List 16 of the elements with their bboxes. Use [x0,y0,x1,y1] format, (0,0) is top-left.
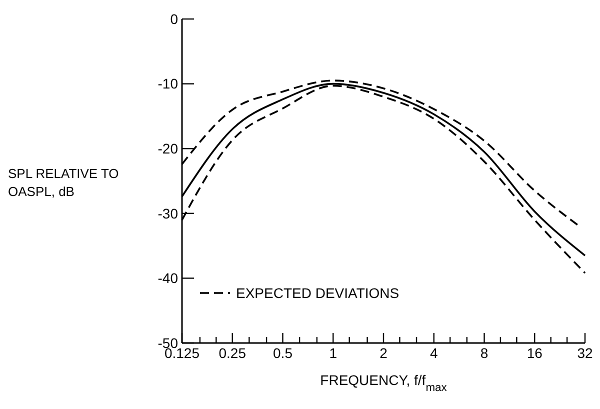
x-tick-label: 0.25 [218,345,246,361]
x-tick-label: 32 [577,345,593,361]
y-tick-label: -40 [158,270,178,286]
x-tick-label: 1 [329,345,338,361]
x-tick-label: 8 [480,345,488,361]
x-tick-label: 2 [380,345,388,361]
y-tick-label: 0 [170,10,178,27]
legend-label: EXPECTED DEVIATIONS [236,284,400,301]
y-tick-label: -20 [158,140,178,156]
x-tick-label: 16 [526,345,543,361]
y-tick-label: -30 [158,205,178,222]
y-axis-title: SPL RELATIVE TO OASPL, dB [8,166,119,199]
y-tick-label: -10 [158,76,178,92]
x-tick-label: 4 [430,345,438,361]
x-axis-title: FREQUENCY, f/f$_{max}$ [320,372,448,394]
x-tick-label: 0.5 [273,345,293,361]
